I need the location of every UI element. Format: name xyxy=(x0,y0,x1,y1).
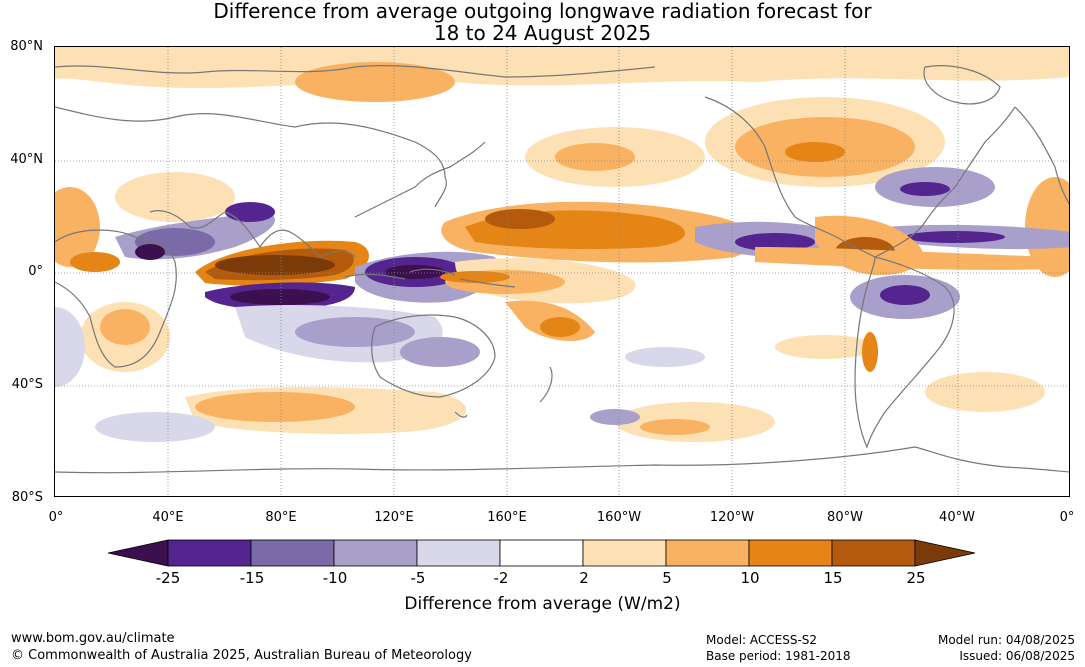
colorbar-segment xyxy=(416,539,501,567)
colorbar-tick: 10 xyxy=(740,569,760,587)
lon-label-40e: 40°E xyxy=(152,510,184,525)
lon-label-0-right: 0° xyxy=(1059,510,1075,525)
colorbar-tick: 2 xyxy=(579,569,589,587)
lon-label-40w: 40°W xyxy=(939,510,975,525)
map-title-line-1: Difference from average outgoing longwav… xyxy=(213,0,872,23)
colorbar-segment xyxy=(167,539,252,567)
footer-copyright: © Commonwealth of Australia 2025, Austra… xyxy=(11,648,472,663)
colorbar-segment xyxy=(665,539,750,567)
lon-label-80w: 80°W xyxy=(827,510,863,525)
map-canvas xyxy=(55,47,1069,496)
colorbar-tick: -10 xyxy=(322,569,348,587)
lat-label-40n: 40°N xyxy=(10,152,43,167)
olr-anomaly-map xyxy=(54,46,1070,497)
colorbar-segment xyxy=(748,539,833,567)
lat-label-80s: 80°S xyxy=(11,490,43,505)
anomaly-fields xyxy=(55,47,1069,442)
lat-label-80n: 80°N xyxy=(10,39,43,54)
colorbar-segments xyxy=(108,539,976,567)
colorbar-segment xyxy=(831,539,916,567)
coastlines xyxy=(55,65,1069,474)
colorbar-tick: -2 xyxy=(493,569,509,587)
colorbar-segment-high-arrow xyxy=(914,539,976,567)
colorbar-title: Difference from average (W/m2) xyxy=(404,594,681,614)
colorbar-tick: -5 xyxy=(410,569,426,587)
colorbar-tick: -15 xyxy=(239,569,265,587)
lat-label-40s: 40°S xyxy=(11,377,43,392)
colorbar xyxy=(108,539,976,567)
lon-label-120e: 120°E xyxy=(374,510,414,525)
lon-label-80e: 80°E xyxy=(265,510,297,525)
footer-website: www.bom.gov.au/climate xyxy=(11,631,175,646)
colorbar-segment xyxy=(333,539,418,567)
footer-model: Model: ACCESS-S2 xyxy=(706,633,818,647)
lat-label-0: 0° xyxy=(28,264,43,279)
footer-base-period: Base period: 1981-2018 xyxy=(706,649,851,663)
graticule xyxy=(55,47,1069,496)
lon-label-120w: 120°W xyxy=(709,510,755,525)
lon-label-160e: 160°E xyxy=(487,510,527,525)
colorbar-tick: 5 xyxy=(662,569,672,587)
colorbar-segment-low-arrow xyxy=(108,539,169,567)
colorbar-segment xyxy=(499,539,584,567)
colorbar-tick: -25 xyxy=(155,569,181,587)
colorbar-tick: 25 xyxy=(906,569,926,587)
lon-label-160w: 160°W xyxy=(596,510,642,525)
lon-label-0-left: 0° xyxy=(48,510,64,525)
footer-issued: Issued: 06/08/2025 xyxy=(959,649,1075,663)
colorbar-tick: 15 xyxy=(823,569,843,587)
map-title-line-2: 18 to 24 August 2025 xyxy=(433,21,652,45)
colorbar-segment xyxy=(582,539,667,567)
colorbar-segment xyxy=(250,539,335,567)
footer-model-run: Model run: 04/08/2025 xyxy=(937,633,1075,647)
